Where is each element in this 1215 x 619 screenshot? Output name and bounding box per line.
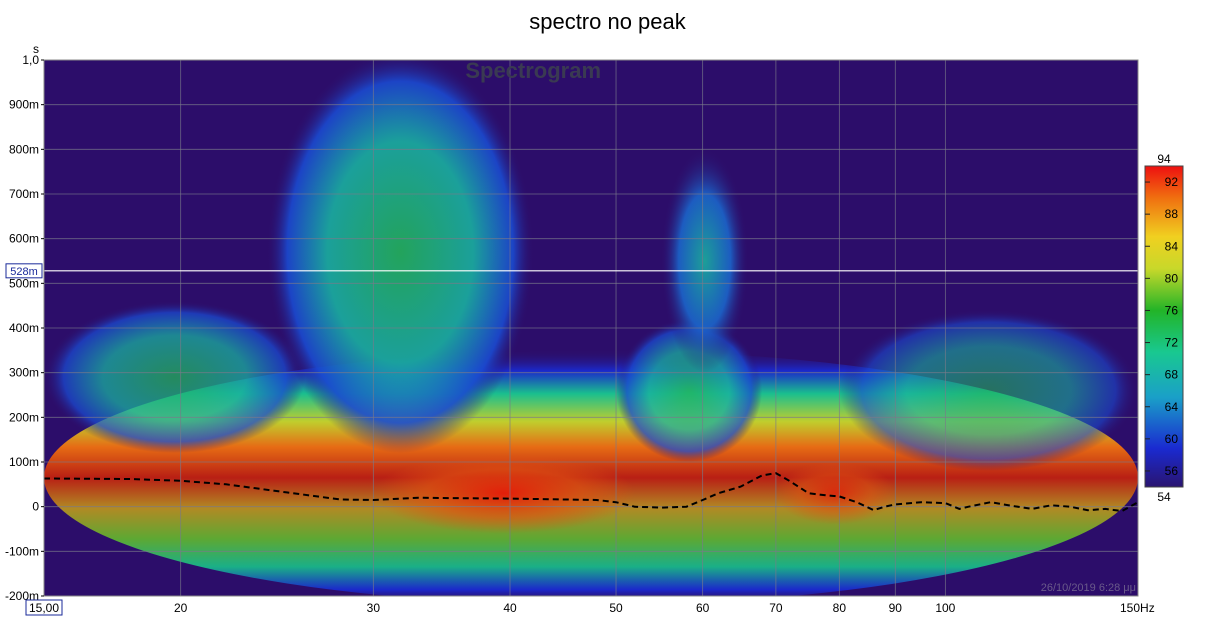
x-tick-label: 40 (503, 601, 517, 615)
mid-freq-plume (267, 60, 534, 454)
y-tick-label: 300m (9, 366, 39, 380)
x-tick-box (25, 599, 63, 616)
x-tick-label: 60 (696, 601, 710, 615)
x-tick-label: 15,00 (29, 601, 59, 615)
y-tick-label: 100m (9, 455, 39, 469)
y-tick-label: 1,0 (22, 53, 39, 67)
x-tick-label: 20 (174, 601, 188, 615)
y-tick-label: 400m (9, 321, 39, 335)
colorbar-tick-label: 84 (1165, 239, 1179, 253)
y-tick-label: 500m (9, 276, 39, 290)
y-tick-label: 800m (9, 142, 39, 156)
x-tick-label: 150Hz (1120, 601, 1155, 615)
timestamp-label: 26/10/2019 6:28 μμ (1041, 582, 1136, 594)
x-axis-ticks: 15,00 20 30 40 50 60 70 80 90 100 150Hz (25, 599, 1155, 616)
y-tick-label: 900m (9, 98, 39, 112)
colorbar-tick-label: 72 (1165, 336, 1179, 350)
colorbar-max-label: 94 (1157, 152, 1171, 166)
cursor-value-label: 528m (10, 266, 38, 278)
x-tick-label: 80 (833, 601, 847, 615)
y-tick-label: 200m (9, 410, 39, 424)
x-tick-label: 50 (609, 601, 623, 615)
colorbar-gradient (1144, 165, 1184, 488)
x-tick-label: 70 (769, 601, 783, 615)
colorbar-tick-label: 76 (1165, 303, 1179, 317)
colorbar: 94 54 56 60 64 68 72 76 80 84 88 92 (1144, 152, 1184, 504)
colorbar-tick-label: 68 (1165, 368, 1179, 382)
colorbar-tick-label: 92 (1165, 175, 1179, 189)
colorbar-tick-label: 80 (1165, 271, 1179, 285)
grid-lines (44, 60, 1138, 596)
y-tick-label: 700m (9, 187, 39, 201)
peak-energy-curve (44, 472, 1138, 513)
y-axis-ticks: 1,0 900m 800m 700m 600m 500m 400m 300m 200m 100m 0… (5, 53, 44, 603)
spike-60hz (661, 149, 748, 373)
colorbar-ticks: 56 60 64 68 72 76 80 84 88 92 (1145, 175, 1178, 478)
x-tick-label: 30 (367, 601, 381, 615)
x-tick-label: 100 (935, 601, 955, 615)
y-tick-label: 0 (32, 500, 39, 514)
hot-core-40hz (373, 453, 635, 534)
colorbar-tick-label: 56 (1165, 464, 1179, 478)
cursor-readout[interactable]: 528m (5, 263, 43, 279)
y-tick-label: -100m (5, 544, 39, 558)
low-freq-plume (44, 301, 306, 454)
y-tick-label: 600m (9, 232, 39, 246)
spectrogram-watermark: Spectrogram (465, 58, 601, 83)
hot-core-80hz (775, 462, 896, 525)
y-unit-label: s (33, 42, 39, 56)
spectrogram-heatmap (44, 60, 1138, 596)
chart-title: spectro no peak (529, 9, 686, 34)
colorbar-tick-label: 88 (1165, 207, 1179, 221)
high-freq-ripples (839, 310, 1138, 471)
colorbar-min-label: 54 (1157, 490, 1171, 504)
colorbar-tick-label: 60 (1165, 432, 1179, 446)
x-tick-label: 90 (889, 601, 903, 615)
colorbar-tick-label: 64 (1165, 400, 1179, 414)
